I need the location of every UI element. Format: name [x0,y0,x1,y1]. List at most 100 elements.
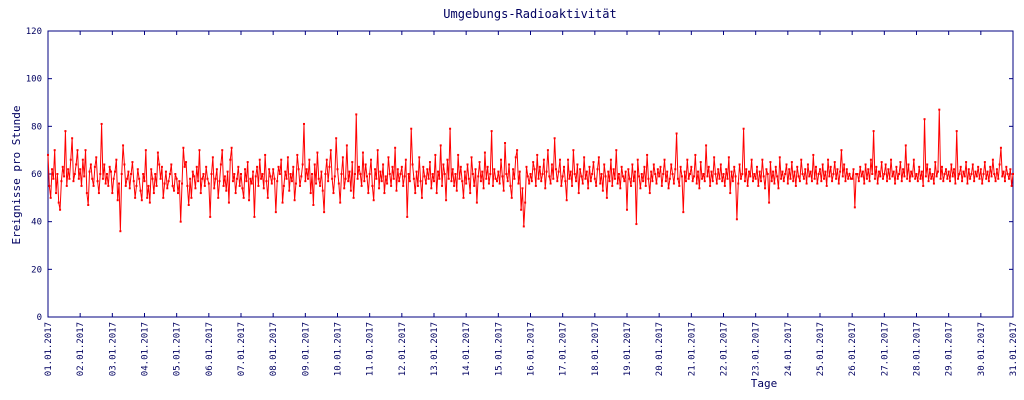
data-point [428,161,431,164]
data-point [268,168,271,171]
data-point [400,165,403,168]
data-point [375,177,378,180]
x-tick-label: 06.01.2017 [205,322,215,376]
data-point [774,165,777,168]
data-point [324,173,327,175]
data-point [718,177,721,180]
data-point [545,170,548,173]
data-point [816,182,819,185]
data-point [471,173,474,175]
data-point [683,170,686,173]
y-axis-label: Ereignisse pro Stunde [10,105,23,244]
data-point [674,168,677,171]
data-point [678,184,681,187]
data-point [281,201,284,204]
data-point [881,177,884,180]
data-point [202,173,205,175]
data-point [652,163,655,166]
data-point [357,165,360,168]
data-point [999,146,1002,149]
data-point [162,196,165,199]
data-point [392,177,395,180]
data-point [105,173,108,175]
data-point [53,149,56,152]
x-tick-label: 24.01.2017 [784,322,794,376]
data-point [761,158,764,161]
data-point [190,196,193,199]
data-point [800,158,803,161]
data-point [561,175,564,178]
data-point [962,170,965,173]
data-point [1010,184,1013,187]
data-point [437,170,440,173]
data-point [241,187,244,190]
data-point [567,158,570,161]
data-point [227,201,230,204]
data-point [856,173,859,175]
data-point [364,163,367,166]
data-point [734,175,737,178]
data-point [640,173,643,175]
data-point [832,173,835,175]
data-point [211,156,214,159]
data-point [297,168,300,171]
data-point [664,180,667,183]
data-point [266,196,269,199]
data-point [217,196,220,199]
data-point [65,184,68,187]
data-point [1012,173,1014,175]
data-point [262,187,265,190]
data-point [616,182,619,185]
data-point [516,149,519,152]
data-point [182,146,185,149]
data-point [802,177,805,180]
data-point [230,146,233,149]
data-point [731,180,734,183]
x-tick-label: 03.01.2017 [108,322,118,376]
data-point [384,175,387,178]
data-point [466,163,469,166]
data-point [233,173,236,175]
data-point [530,180,533,183]
data-point [343,187,346,190]
data-point [764,187,767,190]
data-point [344,177,347,180]
data-point [966,182,969,185]
data-point [140,199,143,202]
data-point [879,175,882,178]
data-point [457,153,460,156]
data-point [508,163,511,166]
data-point [581,182,584,185]
data-point [355,113,358,116]
data-point [824,170,827,173]
data-point [883,173,886,175]
data-point [847,177,850,180]
data-point [124,184,127,187]
data-point [584,177,587,180]
data-point [475,201,478,204]
data-point [753,173,756,175]
data-point [404,158,407,161]
data-point [395,189,398,192]
data-point [134,196,137,199]
data-point [873,177,876,180]
data-point [848,173,851,175]
data-point [277,165,280,168]
data-point [554,168,557,171]
data-point [1001,175,1004,178]
x-tick-label: 21.01.2017 [687,322,697,376]
data-point [819,168,821,171]
data-point [248,199,251,202]
data-point [714,173,717,175]
data-point [329,149,332,152]
data-point [463,170,466,173]
data-point [332,192,335,195]
data-point [869,158,872,161]
data-point [289,173,292,175]
data-point [520,208,523,211]
x-tick-label: 01.01.2017 [44,322,54,376]
data-point [278,173,281,175]
data-point [87,203,90,206]
data-point [643,165,646,168]
data-point [989,165,992,168]
